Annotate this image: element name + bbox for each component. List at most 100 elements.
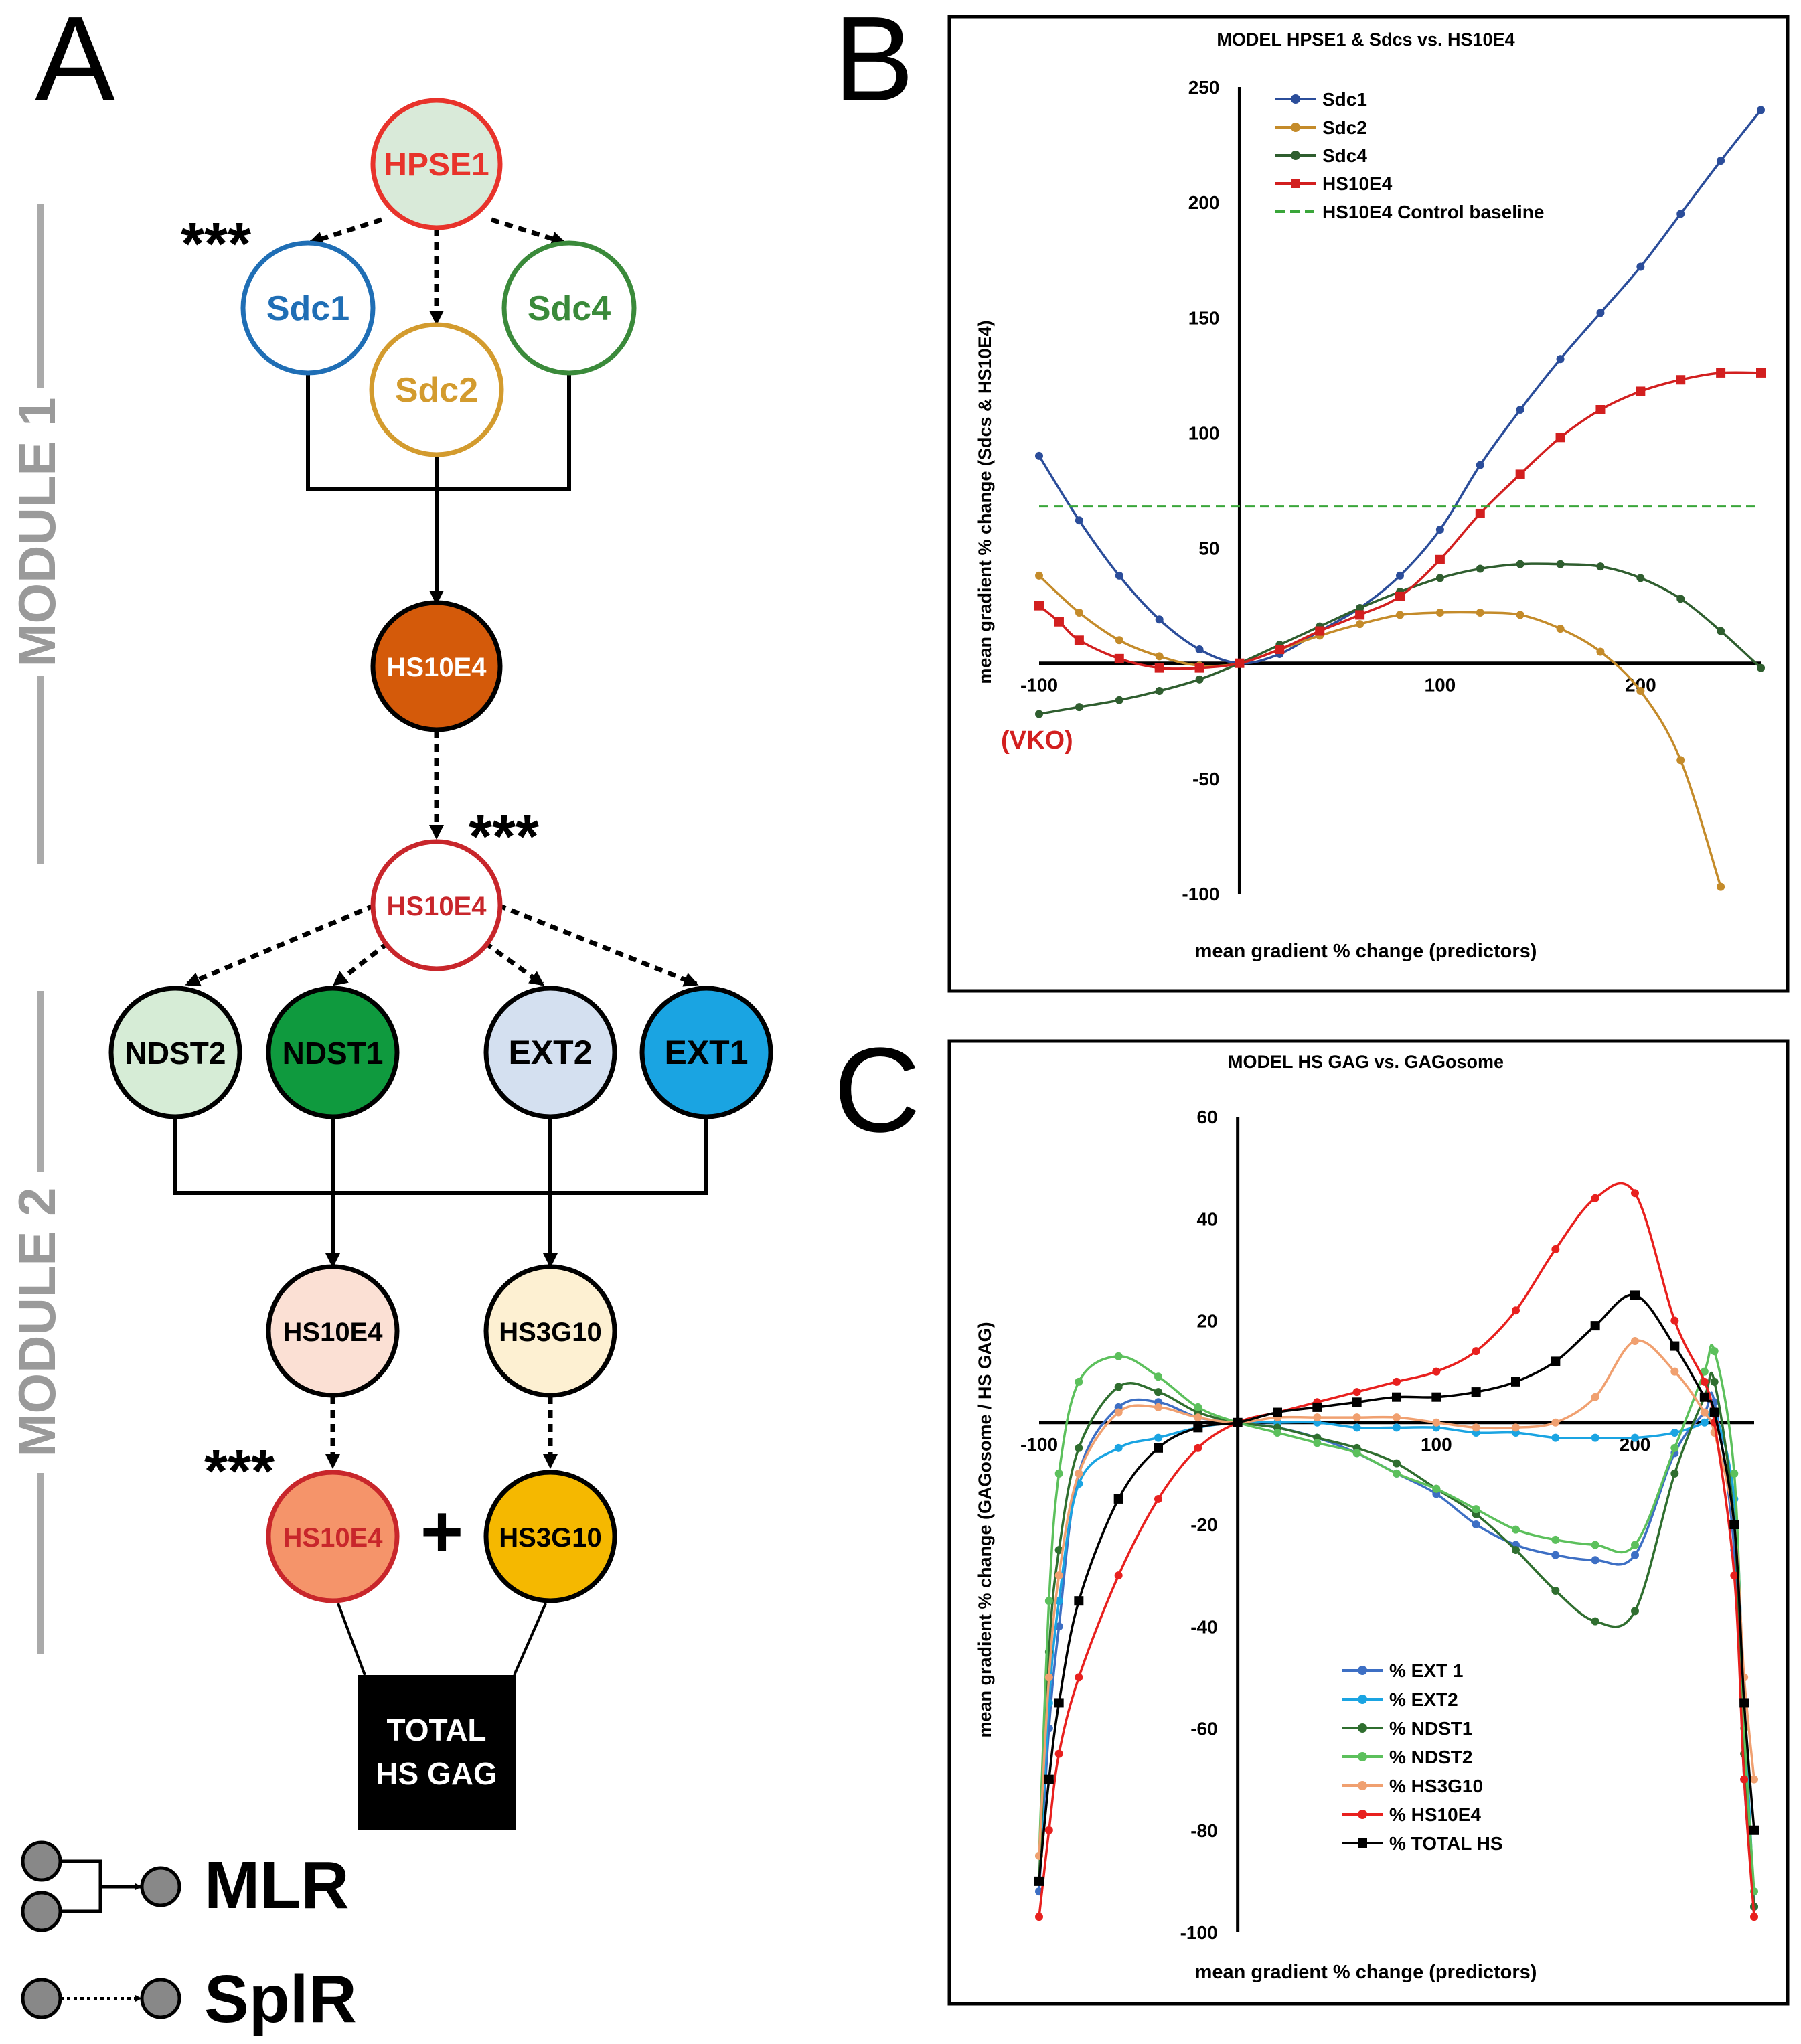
data-point — [1035, 1913, 1043, 1921]
legend-label: % EXT 1 — [1389, 1660, 1463, 1681]
node-hs10e4-module1: HS10E4 — [370, 600, 503, 732]
node-ext1: EXT1 — [639, 986, 773, 1119]
legend-label: HS10E4 Control baseline — [1322, 202, 1544, 222]
data-point — [1396, 571, 1404, 580]
svg-text:TOTAL: TOTAL — [386, 1713, 486, 1747]
panel-a: A MODULE 1 MODULE 2 — [7, 0, 773, 2037]
panel-b-letter: B — [834, 0, 914, 127]
data-point — [1670, 1469, 1679, 1478]
legend-entry: Sdc2 — [1275, 117, 1367, 138]
legend-marker — [1358, 1666, 1367, 1675]
svg-text:HS3G10: HS3G10 — [499, 1523, 601, 1553]
data-point — [1154, 1443, 1163, 1453]
chart-C-series--hs10e4 — [1035, 1182, 1758, 1921]
data-point — [1075, 608, 1083, 617]
node-hs10e4-mid: HS10E4 — [266, 1264, 400, 1398]
node-sdc4: Sdc4 — [501, 240, 637, 376]
svg-text:HS GAG: HS GAG — [376, 1756, 497, 1791]
panel-c: C MODEL HS GAG vs. GAGosome-100 100 200-10… — [834, 1023, 1790, 2006]
node-sdc1: Sdc1 — [240, 240, 376, 376]
data-point — [1393, 1377, 1401, 1386]
data-point — [1472, 1347, 1480, 1356]
legend-entry: % HS10E4 — [1342, 1804, 1481, 1825]
node-hs10e4-bottom: HS10E4 — [266, 1470, 400, 1603]
data-point — [1551, 1535, 1560, 1544]
legend-entry: % NDST1 — [1342, 1718, 1472, 1739]
svg-text:HS10E4: HS10E4 — [283, 1318, 384, 1347]
data-point — [1313, 1413, 1322, 1422]
data-point — [1670, 1316, 1679, 1325]
chart-B-xlabel: mean gradient % change (predictors) — [1195, 941, 1537, 962]
data-point — [1396, 611, 1404, 619]
data-point — [1044, 1826, 1053, 1834]
chart-B-xtick-label: 100 — [1425, 675, 1456, 696]
data-point — [1516, 611, 1524, 619]
data-point — [1515, 469, 1525, 479]
data-point — [1431, 1392, 1441, 1402]
svg-text:Sdc2: Sdc2 — [395, 371, 478, 410]
svg-text:NDST2: NDST2 — [125, 1036, 226, 1071]
chart-C-ytick-label: 60 — [1197, 1107, 1218, 1127]
data-point — [1716, 368, 1726, 378]
data-point — [1195, 675, 1204, 684]
data-point — [1717, 157, 1725, 165]
data-point — [1352, 1423, 1361, 1432]
stars-hs10e4-bottom: *** — [204, 1438, 275, 1505]
data-point — [1512, 1306, 1520, 1315]
data-point — [1035, 451, 1043, 460]
panel-c-letter: C — [834, 1023, 921, 1158]
data-point — [1435, 574, 1444, 582]
data-point — [1155, 615, 1164, 624]
data-point — [1155, 687, 1164, 696]
data-point — [1035, 710, 1043, 718]
series-line — [1038, 1407, 1755, 1907]
data-point — [1670, 1428, 1679, 1437]
data-point — [1352, 1449, 1361, 1458]
legend-splr: SplR — [21, 1962, 357, 2037]
data-point — [1740, 1775, 1749, 1784]
data-point — [1756, 368, 1766, 378]
data-point — [1154, 1403, 1162, 1411]
data-point — [1740, 1673, 1749, 1682]
legend-entry: % HS3G10 — [1342, 1776, 1483, 1796]
svg-text:HS10E4: HS10E4 — [283, 1523, 384, 1553]
legend-label: Sdc2 — [1322, 117, 1367, 138]
data-point — [1700, 1418, 1709, 1427]
data-point — [1476, 564, 1484, 573]
module2-connectors — [173, 902, 708, 1676]
chart-B-title: MODEL HPSE1 & Sdcs vs. HS10E4 — [1217, 29, 1514, 50]
stars-sdc1: *** — [181, 211, 251, 278]
data-point — [1044, 1774, 1054, 1784]
module1-connectors — [306, 217, 571, 840]
data-point — [1194, 663, 1204, 673]
data-point — [1551, 1586, 1560, 1595]
data-point — [1115, 636, 1123, 645]
mlr-bracket-enzymes — [173, 1117, 708, 1195]
node-sdc2: Sdc2 — [369, 322, 504, 457]
data-point — [1154, 1388, 1162, 1397]
chart-C-ytick-label: -20 — [1190, 1514, 1217, 1535]
data-point — [1555, 433, 1565, 443]
chart-B-annotation: (VKO) — [1001, 726, 1073, 755]
node-hs10e4-top: HS10E4 — [370, 839, 503, 971]
data-point — [1511, 1377, 1520, 1387]
data-point — [1512, 1525, 1520, 1534]
data-point — [1195, 645, 1204, 654]
node-ndst2: NDST2 — [108, 986, 242, 1119]
data-point — [1730, 1571, 1739, 1580]
data-point — [1591, 1541, 1599, 1549]
data-point — [1075, 703, 1083, 712]
data-point — [1312, 1402, 1322, 1412]
series-line — [1038, 1182, 1755, 1917]
svg-text:SplR: SplR — [204, 1962, 357, 2037]
data-point — [1352, 1397, 1362, 1407]
series-line — [1038, 371, 1761, 670]
chart-B-ytick-label: 250 — [1188, 77, 1220, 98]
data-point — [1512, 1546, 1520, 1555]
data-point — [1114, 653, 1124, 663]
legend-label: % NDST1 — [1389, 1718, 1472, 1739]
legend-label: HS10E4 — [1322, 173, 1393, 194]
chart-B-ytick-label: -50 — [1192, 769, 1219, 789]
data-point — [1113, 1494, 1123, 1504]
chart-C-ytick-label: -40 — [1190, 1616, 1217, 1637]
